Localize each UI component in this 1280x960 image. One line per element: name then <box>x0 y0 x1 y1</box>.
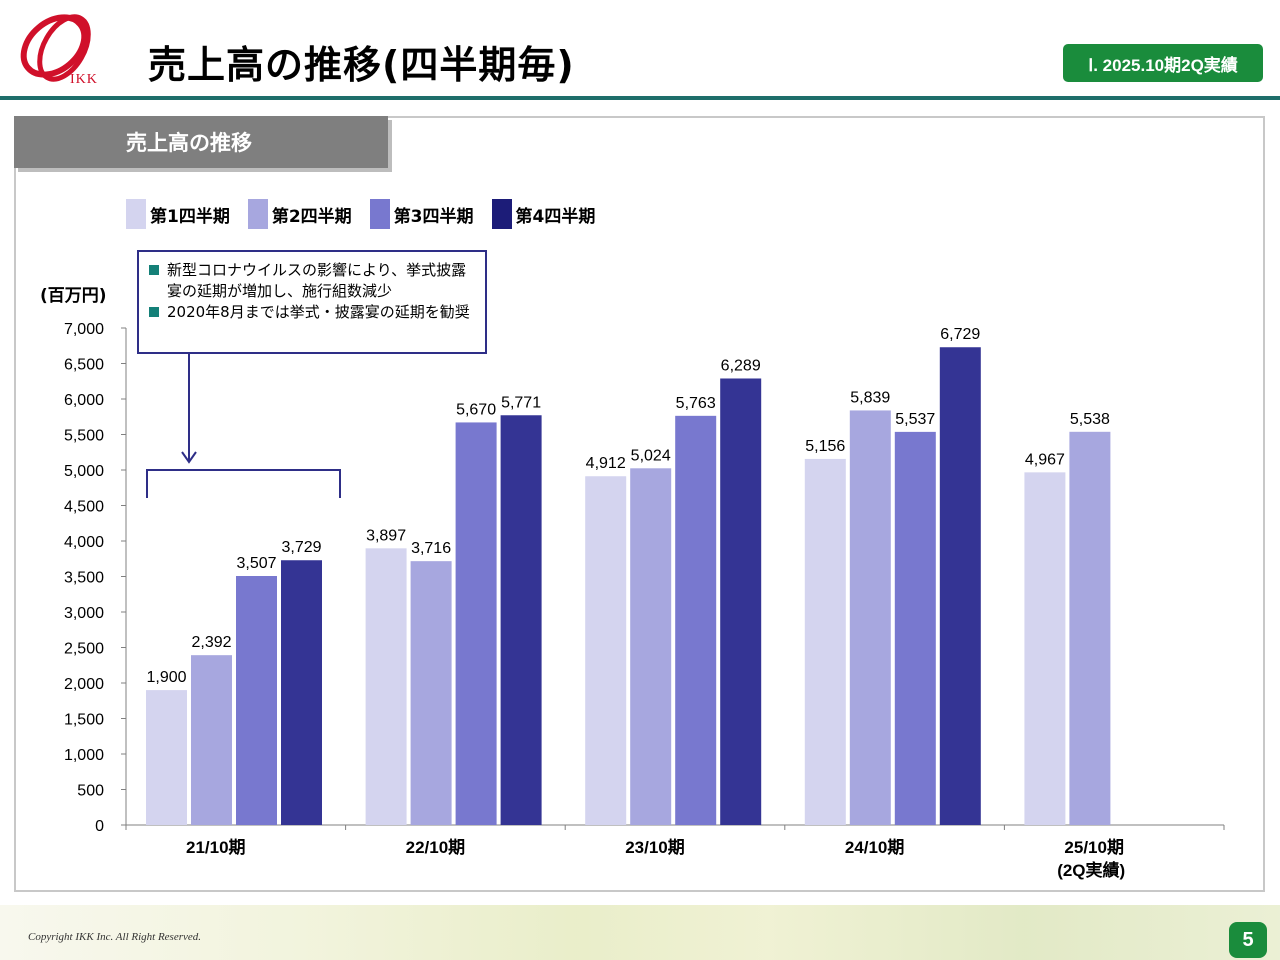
bar <box>365 548 407 825</box>
y-tick-label: 1,000 <box>64 747 104 764</box>
bar <box>1069 431 1111 825</box>
y-tick-label: 3,000 <box>64 605 104 622</box>
bar <box>804 458 846 825</box>
y-tick-label: 6,000 <box>64 392 104 409</box>
legend-item-q4: 第4四半期 <box>491 199 596 229</box>
y-tick-label: 4,000 <box>64 534 104 551</box>
legend-label-q4: 第4四半期 <box>515 206 596 227</box>
data-label: 6,289 <box>721 357 761 374</box>
bar <box>455 422 497 825</box>
bracket-marker <box>146 469 341 498</box>
data-label: 3,897 <box>366 527 406 544</box>
legend-swatch-q3 <box>369 199 390 229</box>
bar <box>500 415 542 825</box>
header-divider <box>0 96 1280 100</box>
y-tick-label: 7,000 <box>64 321 104 338</box>
callout-item: 2020年8月までは挙式・披露宴の延期を勧奨 <box>149 302 477 323</box>
y-tick-label: 500 <box>77 783 104 800</box>
legend-swatch-q1 <box>126 199 146 229</box>
bar <box>146 690 187 825</box>
data-label: 3,729 <box>281 539 321 556</box>
legend-label-q1: 第1四半期 <box>150 206 230 227</box>
y-tick-label: 5,500 <box>64 428 104 445</box>
data-label: 5,024 <box>631 447 671 464</box>
ikk-logo <box>20 14 91 82</box>
y-tick-label: 3,500 <box>64 570 104 587</box>
legend-item-q1: 第1四半期 <box>126 199 230 229</box>
callout-text: 2020年8月までは挙式・披露宴の延期を勧奨 <box>167 303 470 321</box>
legend-item-q2: 第2四半期 <box>247 199 352 229</box>
legend-label-q2: 第2四半期 <box>271 206 352 227</box>
y-tick-label: 1,500 <box>64 712 104 729</box>
x-tick-label: 21/10期 <box>186 838 246 857</box>
data-label: 5,538 <box>1070 411 1110 428</box>
legend-item-q3: 第3四半期 <box>369 199 474 229</box>
y-axis-unit-label: (百万円) <box>40 286 107 306</box>
y-tick-label: 0 <box>95 818 104 835</box>
chart-legend: 第1四半期 第2四半期 第3四半期 第4四半期 <box>126 199 595 229</box>
x-tick-label: 24/10期 <box>845 838 905 857</box>
data-label: 4,967 <box>1025 451 1065 468</box>
bar <box>1024 472 1066 825</box>
y-tick-label: 5,000 <box>64 463 104 480</box>
legend-swatch-q4 <box>491 199 512 229</box>
data-label: 5,763 <box>676 395 716 412</box>
data-label: 2,392 <box>191 634 231 651</box>
x-tick-label: 23/10期 <box>625 838 685 857</box>
copyright-text: Copyright IKK Inc. All Right Reserved. <box>28 931 202 943</box>
annotation-callout: 新型コロナウイルスの影響により、挙式披露宴の延期が増加し、施行組数減少 2020… <box>137 250 487 354</box>
x-tick-label: 25/10期 <box>1064 838 1124 857</box>
x-tick-sublabel: (2Q実績) <box>1057 860 1125 880</box>
bar <box>281 560 322 825</box>
callout-text: 新型コロナウイルスの影響により、挙式披露宴の延期が増加し、施行組数減少 <box>167 261 467 300</box>
data-label: 5,839 <box>850 389 890 406</box>
bar <box>236 576 277 825</box>
page-number: 5 <box>1229 922 1267 958</box>
section-badge: Ⅰ. 2025.10期2Q実績 <box>1063 44 1263 82</box>
bullet-icon <box>149 265 159 275</box>
data-label: 5,537 <box>895 411 935 428</box>
data-label: 5,771 <box>501 394 541 411</box>
bar <box>191 655 232 825</box>
logo-text: IKK <box>70 72 98 87</box>
data-label: 3,507 <box>236 555 276 572</box>
legend-swatch-q2 <box>247 199 268 229</box>
data-label: 6,729 <box>940 326 980 343</box>
page-title: 売上高の推移(四半期毎) <box>148 43 575 87</box>
callout-item: 新型コロナウイルスの影響により、挙式披露宴の延期が増加し、施行組数減少 <box>149 260 477 302</box>
y-tick-label: 4,500 <box>64 499 104 516</box>
y-tick-label: 2,500 <box>64 641 104 658</box>
bar <box>675 415 717 825</box>
bar <box>630 468 672 825</box>
y-tick-label: 6,500 <box>64 357 104 374</box>
footer-background <box>0 905 1280 960</box>
x-tick-label: 22/10期 <box>406 838 466 857</box>
bar <box>939 347 981 825</box>
bullet-icon <box>149 307 159 317</box>
data-label: 3,716 <box>411 540 451 557</box>
data-label: 1,900 <box>146 669 186 686</box>
legend-label-q3: 第3四半期 <box>393 206 474 227</box>
bar <box>585 476 627 825</box>
panel-title: 売上高の推移 <box>14 116 388 168</box>
bar <box>849 410 891 825</box>
bar <box>410 561 452 825</box>
bar <box>894 431 936 825</box>
data-label: 4,912 <box>586 455 626 472</box>
data-label: 5,156 <box>805 438 845 455</box>
data-label: 5,670 <box>456 401 496 418</box>
bar <box>720 378 762 825</box>
y-tick-label: 2,000 <box>64 676 104 693</box>
arrow-down-icon <box>181 451 197 464</box>
